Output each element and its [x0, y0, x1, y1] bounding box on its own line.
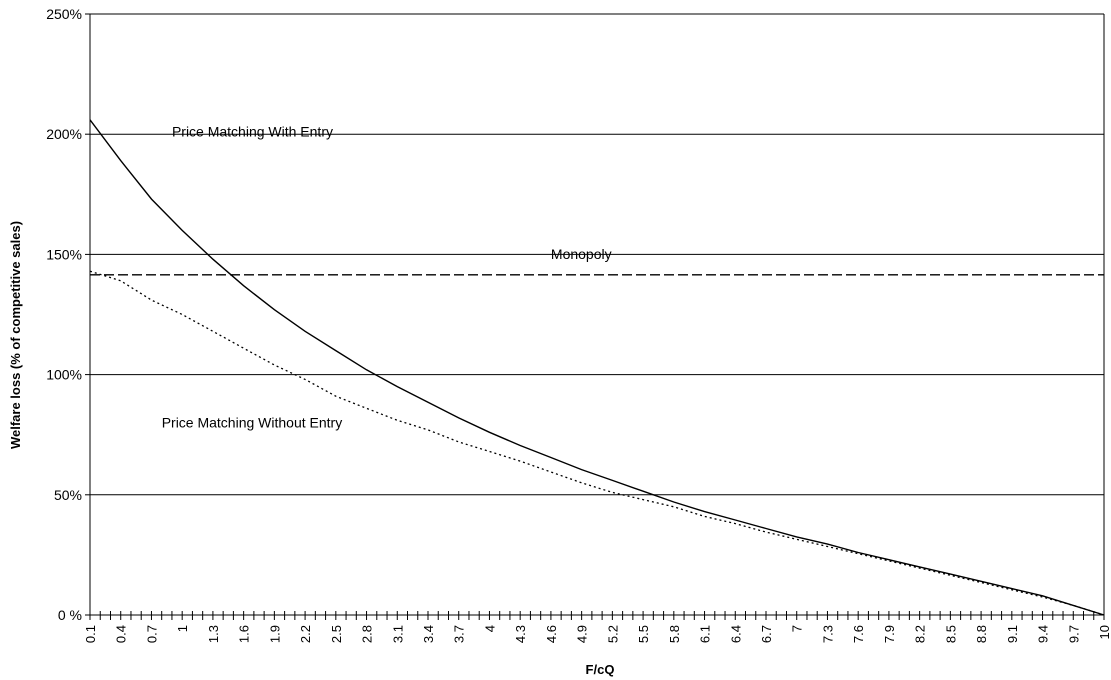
y-tick-label-4: 200%	[46, 126, 82, 142]
x-tick-label-10: 3.1	[390, 625, 405, 643]
x-tick-label-30: 9.1	[1005, 625, 1020, 643]
y-axis-title: Welfare loss (% of competitive sales)	[8, 221, 23, 449]
series-layer	[89, 119, 1105, 616]
axis-layer	[85, 13, 1105, 620]
x-tick-label-27: 8.2	[913, 625, 928, 643]
x-tick-label-24: 7.3	[820, 625, 835, 643]
x-tick-labels: 0.1 0.4 0.7 1 1.3 1.6 1.9 2.2 2.5 2.8 3.1 3.4 3.7 4 4.…	[83, 625, 1111, 643]
x-tick-label-31: 9.4	[1036, 625, 1051, 643]
x-tick-label-28: 8.5	[943, 625, 958, 643]
x-tick-label-22: 6.7	[759, 625, 774, 643]
x-tick-label-29: 8.8	[974, 625, 989, 643]
x-tick-label-26: 7.9	[882, 625, 897, 643]
x-tick-label-7: 2.2	[298, 625, 313, 643]
x-tick-label-1: 0.4	[114, 625, 129, 643]
x-tick-label-12: 3.7	[452, 625, 467, 643]
series-line-solid	[89, 119, 1105, 616]
series-line-dotted	[89, 270, 1105, 616]
y-tick-labels: 0 % 50% 100% 150% 200% 250%	[46, 6, 82, 623]
annotation-0: Price Matching With Entry	[172, 124, 333, 140]
x-tick-label-17: 5.2	[605, 625, 620, 643]
x-tick-label-4: 1.3	[206, 625, 221, 643]
x-axis-title: F/cQ	[586, 662, 615, 677]
x-tick-label-0: 0.1	[83, 625, 98, 643]
x-tick-label-5: 1.6	[237, 625, 252, 643]
x-tick-label-2: 0.7	[144, 625, 159, 643]
x-tick-label-13: 4	[482, 625, 497, 632]
x-tick-label-25: 7.6	[851, 625, 866, 643]
y-tick-label-3: 150%	[46, 246, 82, 262]
y-tick-label-2: 100%	[46, 367, 82, 383]
grid-layer	[90, 13, 1104, 496]
y-tick-label-1: 50%	[54, 487, 82, 503]
x-tick-label-19: 5.8	[667, 625, 682, 643]
x-tick-label-32: 9.7	[1066, 625, 1081, 643]
x-tick-label-11: 3.4	[421, 625, 436, 643]
annotation-2: Price Matching Without Entry	[162, 414, 343, 430]
annotation-1: Monopoly	[551, 246, 612, 262]
x-tick-label-20: 6.1	[698, 625, 713, 643]
x-tick-label-18: 5.5	[636, 625, 651, 643]
x-tick-label-8: 2.5	[329, 625, 344, 643]
x-tick-label-14: 4.3	[513, 625, 528, 643]
x-tick-label-23: 7	[790, 625, 805, 632]
x-tick-label-6: 1.9	[267, 625, 282, 643]
x-tick-label-3: 1	[175, 625, 190, 632]
y-tick-label-0: 0 %	[58, 607, 82, 623]
annotation-layer: Price Matching With Entry Monopoly Price M…	[162, 124, 612, 431]
x-tick-label-21: 6.4	[728, 625, 743, 643]
y-tick-label-5: 250%	[46, 6, 82, 22]
x-tick-label-16: 4.9	[575, 625, 590, 643]
x-tick-label-15: 4.6	[544, 625, 559, 643]
x-tick-label-9: 2.8	[360, 625, 375, 643]
x-tick-label-33: 10	[1097, 625, 1111, 639]
